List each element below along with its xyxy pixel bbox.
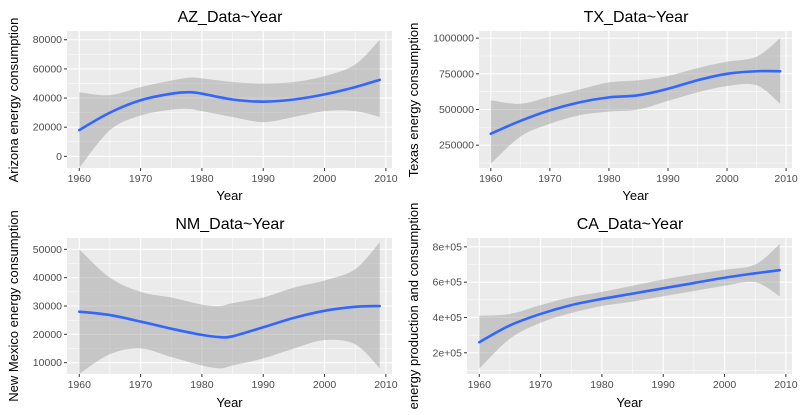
x-axis-label: Year xyxy=(622,188,649,203)
x-axis-label: Year xyxy=(216,188,243,203)
y-axis-label: Arizona energy consumption xyxy=(6,18,21,183)
x-tick-label: 1980 xyxy=(597,173,621,185)
x-tick-label: 1970 xyxy=(529,379,553,391)
y-tick-label: 30000 xyxy=(33,301,62,313)
x-tick-label: 1990 xyxy=(252,379,276,391)
panel-title: AZ_Data~Year xyxy=(178,9,283,26)
panel-title: CA_Data~Year xyxy=(577,216,684,233)
x-axis-label: Year xyxy=(216,395,243,410)
panel-ca: 1960 1970 1980 1990 2000 2010 2e+05 4e+05 6e+05 8… xyxy=(406,203,798,410)
trend-line xyxy=(489,69,782,136)
y-tick-label: 0 xyxy=(56,151,62,163)
y-tick-label: 8e+05 xyxy=(433,241,463,253)
y-tick-label: 40000 xyxy=(33,93,62,105)
trend-line xyxy=(477,268,782,344)
y-tick-label: 2e+05 xyxy=(433,347,463,359)
x-tick-label: 1960 xyxy=(468,379,492,391)
x-tick-label: 1960 xyxy=(68,173,92,185)
y-tick-label: 750000 xyxy=(439,68,474,80)
confidence-band xyxy=(79,39,380,168)
x-tick-label: 2000 xyxy=(313,379,337,391)
y-tick-label: 4e+05 xyxy=(433,312,463,324)
x-axis-label: Year xyxy=(616,395,643,410)
confidence-band xyxy=(490,38,781,164)
x-tick-label: 2000 xyxy=(713,379,737,391)
panel-background xyxy=(467,238,792,374)
panel-title: NM_Data~Year xyxy=(175,216,285,233)
x-tick-label: 2000 xyxy=(313,173,337,185)
y-axis-label: energy production and consumption xyxy=(406,203,421,410)
x-tick-label: 2010 xyxy=(374,173,398,185)
x-tick-label: 2010 xyxy=(774,173,798,185)
x-tick-label: 1980 xyxy=(190,173,214,185)
y-tick-label: 1000000 xyxy=(433,33,474,45)
trend-line xyxy=(77,78,382,132)
y-axis-label: Texas energy consumption xyxy=(406,23,421,178)
y-tick-label: 500000 xyxy=(439,104,474,116)
confidence-band xyxy=(479,244,780,369)
y-tick-label: 60000 xyxy=(33,63,62,75)
x-tick-label: 1960 xyxy=(68,379,92,391)
confidence-band xyxy=(79,242,380,374)
trend-line xyxy=(77,304,382,339)
x-tick-label: 1960 xyxy=(479,173,503,185)
y-tick-label: 10000 xyxy=(33,357,62,369)
y-tick-label: 6e+05 xyxy=(433,277,463,289)
y-tick-label: 250000 xyxy=(439,140,474,152)
x-tick-label: 2000 xyxy=(715,173,739,185)
x-tick-label: 1980 xyxy=(590,379,614,391)
x-tick-label: 1990 xyxy=(252,173,276,185)
x-tick-label: 2010 xyxy=(374,379,398,391)
panel-tx: 1960 1970 1980 1990 2000 2010 250000 500000 7500… xyxy=(406,9,798,203)
y-axis-label: New Mexico energy consumption xyxy=(6,210,21,401)
y-tick-label: 20000 xyxy=(33,329,62,341)
panel-az: 1960 1970 1980 1990 2000 2010 0 20000 40000 60000… xyxy=(6,9,398,203)
x-tick-label: 1990 xyxy=(656,173,680,185)
y-tick-label: 40000 xyxy=(33,272,62,284)
y-tick-label: 50000 xyxy=(33,244,62,256)
x-tick-label: 1970 xyxy=(129,379,153,391)
y-tick-label: 20000 xyxy=(33,122,62,134)
panel-nm: 1960 1970 1980 1990 2000 2010 10000 20000 30000 4… xyxy=(6,210,398,410)
x-tick-label: 1970 xyxy=(538,173,562,185)
x-tick-label: 2010 xyxy=(774,379,798,391)
panel-title: TX_Data~Year xyxy=(584,9,689,26)
x-tick-label: 1980 xyxy=(190,379,214,391)
y-tick-label: 80000 xyxy=(33,34,62,46)
x-tick-label: 1990 xyxy=(652,379,676,391)
x-tick-label: 1970 xyxy=(129,173,153,185)
